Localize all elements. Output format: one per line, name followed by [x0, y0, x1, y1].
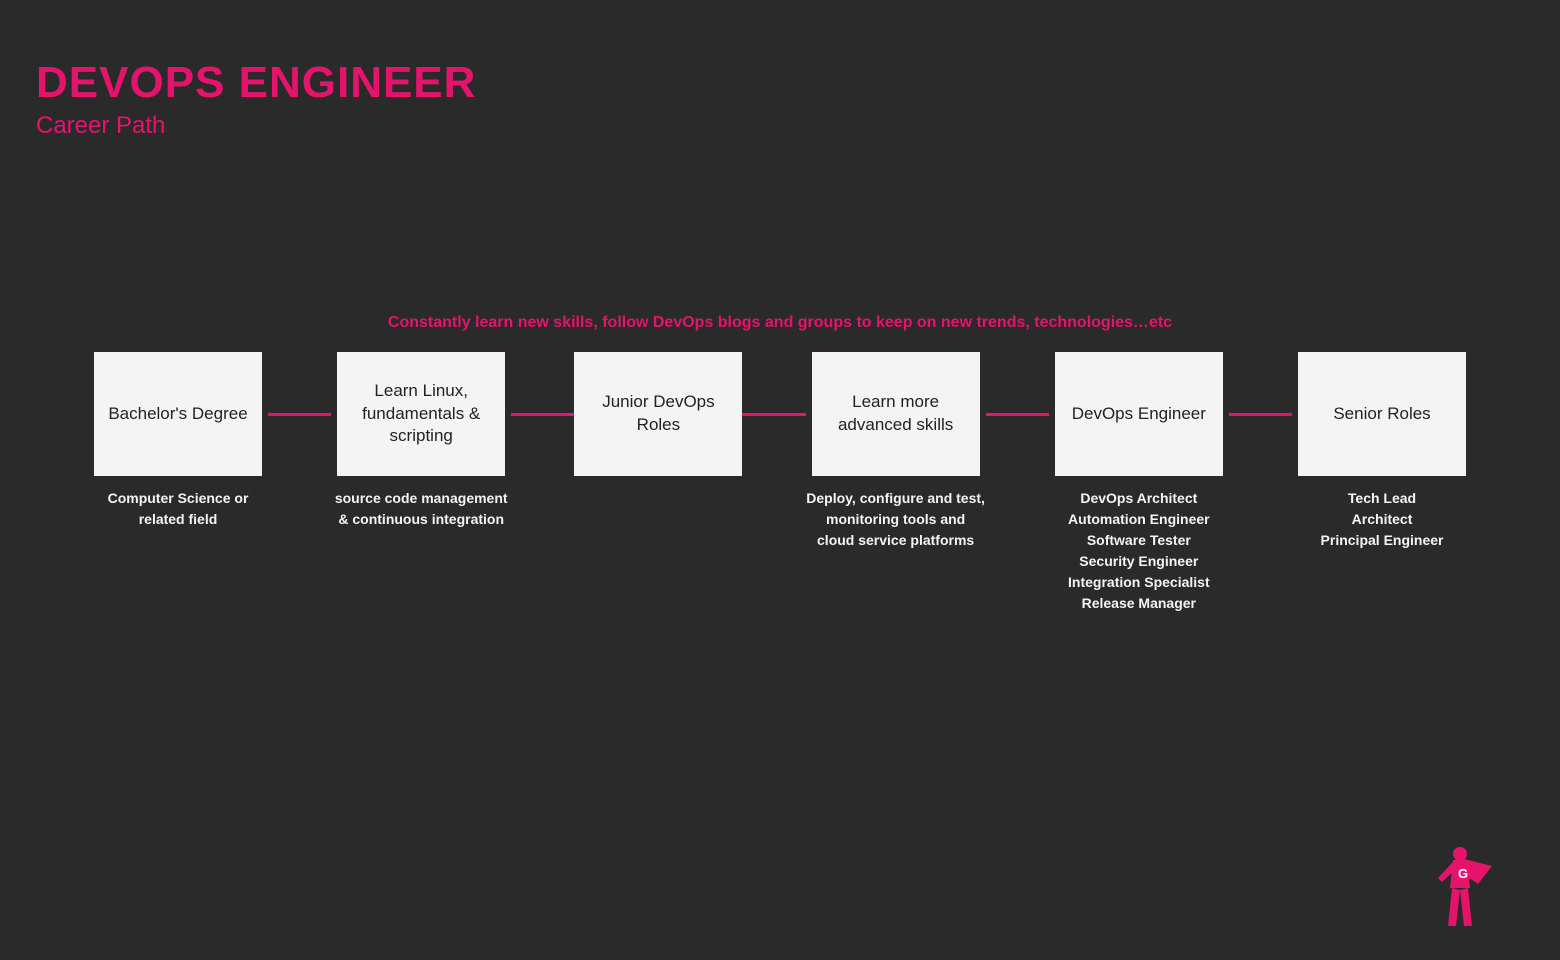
- flow-node: Senior Roles Tech LeadArchitectPrincipal …: [1292, 352, 1472, 551]
- header: DEVOPS ENGINEER Career Path: [36, 58, 476, 140]
- flow-node: Learn Linux, fundamentals & scripting sou…: [331, 352, 511, 530]
- flow-box: Senior Roles: [1298, 352, 1466, 476]
- flow-caption: DevOps ArchitectAutomation EngineerSoftw…: [1049, 488, 1229, 614]
- page-title: DEVOPS ENGINEER: [36, 58, 476, 108]
- flow-connector: [1229, 413, 1292, 416]
- page-subtitle: Career Path: [36, 112, 476, 140]
- flow-box: Junior DevOps Roles: [574, 352, 742, 476]
- flow-box: DevOps Engineer: [1055, 352, 1223, 476]
- logo-letter: G: [1458, 866, 1468, 881]
- flow-node: DevOps EngineerDevOps ArchitectAutomatio…: [1049, 352, 1229, 614]
- flow-node: Junior DevOps Roles: [574, 352, 742, 476]
- flow-box: Learn Linux, fundamentals & scripting: [337, 352, 505, 476]
- flow-caption: source code management & continuous inte…: [331, 488, 511, 530]
- flow-node: Bachelor's Degree Computer Science or rel…: [88, 352, 268, 530]
- flow-connector: [986, 413, 1049, 416]
- flow-connector: [268, 413, 331, 416]
- brand-logo: G: [1420, 840, 1500, 930]
- flow-caption: Deploy, configure and test, monitoring t…: [806, 488, 986, 551]
- career-flowchart: Bachelor's Degree Computer Science or rel…: [88, 352, 1472, 614]
- flow-connector: [742, 413, 805, 416]
- flow-connector: [511, 413, 574, 416]
- banner-text: Constantly learn new skills, follow DevO…: [0, 314, 1560, 332]
- flow-box: Bachelor's Degree: [94, 352, 262, 476]
- flow-box: Learn more advanced skills: [812, 352, 980, 476]
- flow-caption: Computer Science or related field: [88, 488, 268, 530]
- flow-node: Learn more advanced skills Deploy, config…: [806, 352, 986, 551]
- flow-caption: Tech LeadArchitectPrincipal Engineer: [1292, 488, 1472, 551]
